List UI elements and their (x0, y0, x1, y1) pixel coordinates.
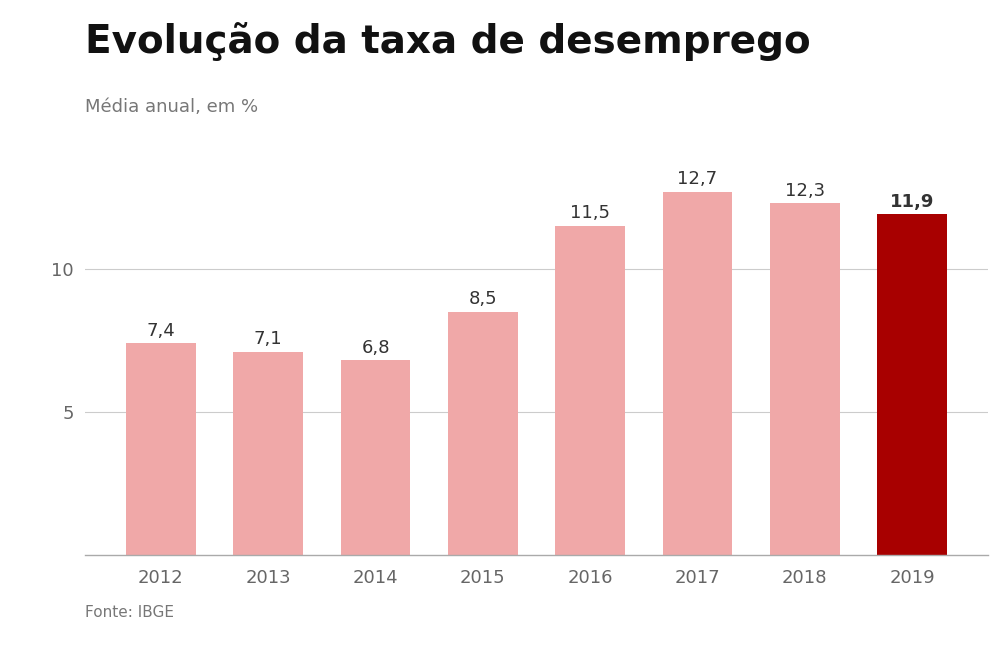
Bar (662, 192, 733, 555)
Text: 11,9: 11,9 (890, 193, 934, 211)
Text: 8,5: 8,5 (469, 290, 497, 308)
Text: 7,1: 7,1 (254, 331, 282, 348)
Text: Evolução da taxa de desemprego: Evolução da taxa de desemprego (85, 22, 810, 61)
Text: Fonte: IBGE: Fonte: IBGE (85, 605, 174, 620)
Bar (555, 226, 625, 555)
Bar (234, 352, 303, 555)
Bar (877, 214, 947, 555)
Bar (341, 360, 410, 555)
Text: Média anual, em %: Média anual, em % (85, 98, 258, 116)
Text: 6,8: 6,8 (361, 339, 390, 357)
Text: 12,7: 12,7 (677, 170, 718, 188)
Bar (448, 312, 518, 555)
Text: 11,5: 11,5 (571, 204, 610, 222)
Text: 12,3: 12,3 (784, 181, 825, 200)
Bar (770, 203, 840, 555)
Text: 7,4: 7,4 (146, 322, 175, 340)
Bar (126, 343, 196, 555)
